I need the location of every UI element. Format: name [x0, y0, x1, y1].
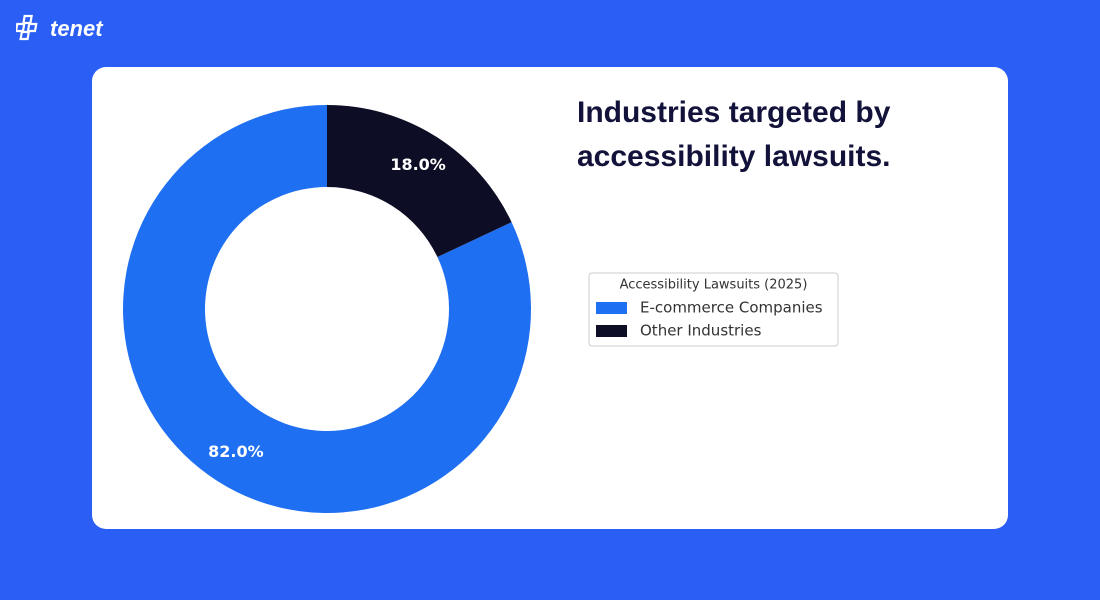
value-label: 82.0% [208, 442, 264, 461]
logo-icon [16, 14, 38, 41]
pie-slice [123, 105, 532, 513]
legend-swatch [596, 325, 627, 337]
chart-title: Industries targeted by accessibility law… [577, 96, 891, 173]
legend-label: E-commerce Companies [640, 299, 823, 317]
legend-swatch [596, 302, 627, 314]
chart: 82.0% 18.0% Accessibility Lawsuits (2025) E… [123, 105, 839, 513]
legend-label: Other Industries [640, 322, 762, 340]
legend-box [588, 272, 839, 347]
brand: tenet [16, 14, 103, 44]
chart-card: Industries targeted by accessibility law… [92, 67, 1008, 529]
value-label: 18.0% [390, 155, 446, 174]
pie-slice [327, 105, 512, 258]
brand-name: tenet [50, 16, 103, 41]
legend-title: Accessibility Lawsuits (2025) [620, 278, 808, 293]
